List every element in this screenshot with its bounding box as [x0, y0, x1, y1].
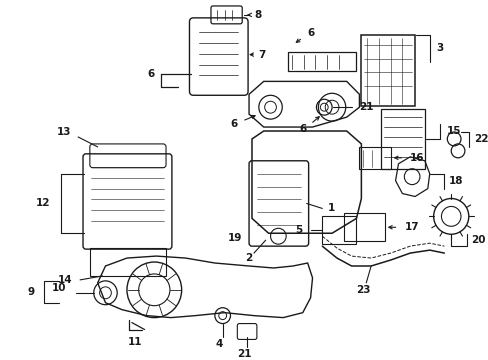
Text: 7: 7 [258, 50, 265, 60]
Text: 21: 21 [359, 102, 373, 112]
Text: 23: 23 [355, 285, 370, 295]
Text: 18: 18 [448, 176, 463, 186]
Text: 1: 1 [327, 203, 335, 213]
Bar [343, 213, 384, 241]
Bar [322, 216, 356, 244]
Text: 22: 22 [473, 134, 487, 144]
Text: 19: 19 [227, 233, 242, 243]
Text: 21: 21 [237, 349, 251, 359]
Text: 13: 13 [57, 127, 71, 137]
Text: 10: 10 [52, 283, 66, 293]
Text: 3: 3 [436, 42, 443, 53]
Text: 6: 6 [230, 119, 238, 129]
Text: 4: 4 [215, 339, 222, 350]
Text: 11: 11 [127, 337, 142, 347]
Text: 9: 9 [27, 287, 34, 297]
Text: 2: 2 [245, 253, 252, 263]
Bar [359, 147, 390, 169]
Bar [287, 51, 356, 72]
Text: 16: 16 [409, 153, 424, 163]
Bar [90, 248, 166, 276]
Text: 15: 15 [446, 126, 460, 136]
Text: 6: 6 [299, 124, 306, 134]
Text: 12: 12 [36, 198, 51, 208]
Bar [361, 35, 414, 106]
Bar [380, 109, 424, 169]
Text: 14: 14 [58, 275, 72, 285]
Text: 17: 17 [404, 222, 418, 232]
Text: 5: 5 [295, 225, 302, 235]
Text: 6: 6 [147, 69, 155, 80]
Text: 6: 6 [306, 28, 314, 38]
Text: 8: 8 [254, 10, 261, 20]
Text: 20: 20 [470, 235, 484, 245]
